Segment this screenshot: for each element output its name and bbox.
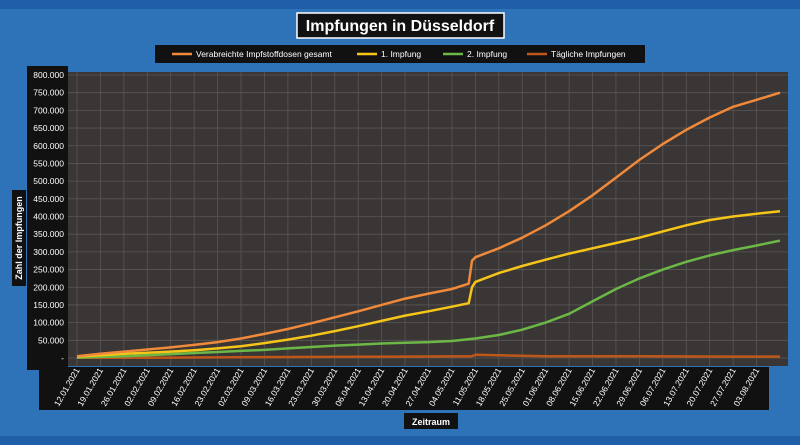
y-tick-label: 50.000 xyxy=(38,335,64,345)
y-axis-title-box xyxy=(12,190,26,286)
series-lines xyxy=(76,91,781,360)
legend-label: 2. Impfung xyxy=(467,49,507,59)
x-axis-title-box xyxy=(404,413,458,429)
y-tick-labels: - 50.000 100.000 150.000 200.000 250.000 300.0… xyxy=(33,70,64,363)
legend-label: 1. Impfung xyxy=(381,49,421,59)
title-box xyxy=(296,12,505,39)
y-tick-label: 450.000 xyxy=(33,194,64,204)
y-tick-label: 650.000 xyxy=(33,123,64,133)
y-tick-label: 750.000 xyxy=(33,88,64,98)
y-tick-label: 550.000 xyxy=(33,158,64,168)
y-tick-label: 500.000 xyxy=(33,176,64,186)
x-tick-panel xyxy=(39,367,769,410)
series-line-1-impfung xyxy=(76,209,781,358)
y-tick-label: 300.000 xyxy=(33,247,64,257)
y-tick-label: 600.000 xyxy=(33,141,64,151)
y-tick-label: - xyxy=(61,353,64,363)
y-tick-label: 250.000 xyxy=(33,265,64,275)
y-tick-label: 700.000 xyxy=(33,105,64,115)
legend-box xyxy=(155,45,645,63)
y-tick-label: 150.000 xyxy=(33,300,64,310)
x-axis-title: Zeitraum xyxy=(412,417,450,427)
y-tick-label: 400.000 xyxy=(33,212,64,222)
chart-title: Impfungen in Düsseldorf xyxy=(306,18,495,35)
y-tick-label: 100.000 xyxy=(33,318,64,328)
series-line-t-gliche-impfungen xyxy=(76,353,780,360)
series-line-2-impfung xyxy=(76,239,781,359)
y-tick-label: 200.000 xyxy=(33,282,64,292)
top-border-band xyxy=(0,0,800,9)
gridlines xyxy=(68,72,788,366)
y-tick-label: 350.000 xyxy=(33,229,64,239)
legend: Verabreichte Impfstoffdosen gesamt 1. Imp… xyxy=(172,49,626,59)
y-tick-label: 800.000 xyxy=(33,70,64,80)
legend-label: Verabreichte Impfstoffdosen gesamt xyxy=(196,49,333,59)
plot-area xyxy=(67,72,788,366)
legend-label: Tägliche Impfungen xyxy=(551,49,626,59)
y-tick-panel xyxy=(27,66,68,370)
bottom-border-band xyxy=(0,436,800,445)
series-line-verabreichte-impfstoffdosen-gesamt xyxy=(76,91,781,358)
y-axis-title: Zahl der Impfungen xyxy=(14,196,24,280)
